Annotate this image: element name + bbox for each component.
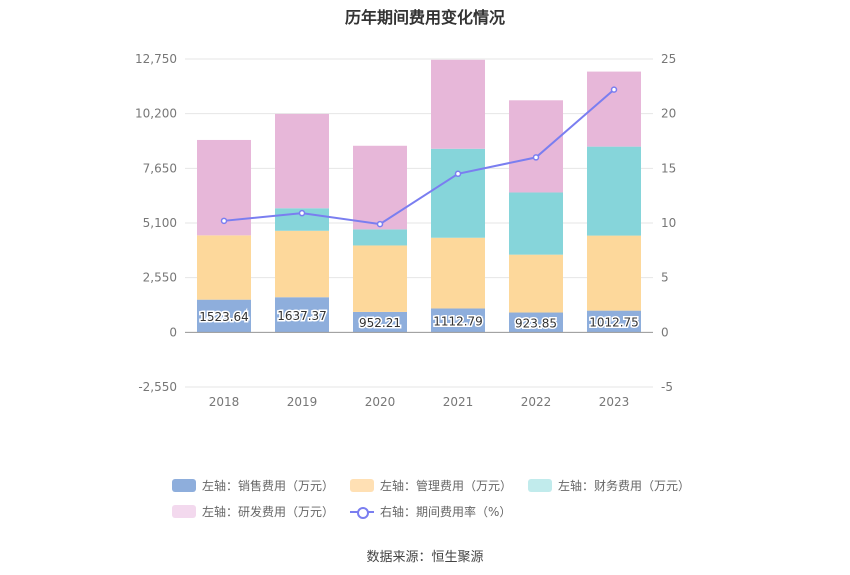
legend: 左轴：销售费用（万元） 左轴：管理费用（万元） 左轴：财务费用（万元） 左轴：研… (172, 472, 692, 524)
left-tick-label: -2,550 (138, 380, 177, 394)
legend-item-finance[interactable]: 左轴：财务费用（万元） (528, 477, 690, 494)
expense-ratio-point (376, 220, 384, 228)
left-tick-label: 7,650 (143, 161, 177, 175)
right-tick-label: 25 (661, 52, 676, 66)
legend-label-admin: 左轴：管理费用（万元） (380, 478, 513, 493)
right-tick-label: 0 (661, 325, 669, 339)
legend-item-expense-ratio[interactable]: 右轴：期间费用率（%） (350, 503, 511, 520)
expense-ratio-line (223, 88, 615, 226)
chart-plot: -2,550 0 2,550 5,100 7,650 10,200 12,750 -5 0 5 10… (135, 52, 676, 409)
bar-segment-1 (197, 299, 251, 333)
right-tick-label: 10 (661, 216, 676, 230)
bar-segment-4 (509, 100, 563, 193)
legend-label-rnd: 左轴：研发费用（万元） (202, 504, 335, 519)
bar-segment-2 (431, 237, 485, 309)
bar-data-label: 923.85 (515, 316, 557, 330)
bar-segment-1 (353, 311, 407, 333)
expense-ratio-point (220, 217, 228, 225)
legend-swatch-admin (350, 478, 375, 492)
x-tick-label: 2023 (599, 395, 630, 409)
bar-segment-4 (353, 145, 407, 230)
chart-title: 历年期间费用变化情况 (344, 8, 505, 27)
bar-segment-3 (509, 192, 563, 255)
bar-data-label: 1112.79 (433, 314, 483, 328)
bar-data-label: 1012.75 (589, 315, 639, 329)
expense-ratio-point (454, 170, 462, 178)
left-tick-label: 0 (169, 325, 177, 339)
expense-ratio-point (532, 154, 540, 161)
legend-label-finance: 左轴：财务费用（万元） (558, 478, 691, 493)
bar-segment-2 (509, 254, 563, 313)
bar-data-label: 1637.37 (277, 309, 327, 323)
bar-segment-2 (587, 235, 641, 311)
x-tick-label: 2020 (365, 395, 396, 409)
bar-segment-1 (431, 308, 485, 333)
legend-item-sales[interactable]: 左轴：销售费用（万元） (172, 477, 334, 494)
legend-line-icon (350, 505, 375, 519)
legend-label-sales: 左轴：销售费用（万元） (202, 478, 335, 493)
legend-item-rnd[interactable]: 左轴：研发费用（万元） (172, 503, 334, 520)
legend-label-expense-ratio: 右轴：期间费用率（%） (380, 504, 512, 519)
bar-segment-2 (275, 230, 329, 298)
bar-segment-3 (353, 229, 407, 246)
bar-data-label: 1523.64 (199, 310, 249, 324)
legend-swatch-rnd (172, 504, 196, 518)
bar-segment-2 (353, 245, 407, 312)
x-tick-label: 2018 (209, 395, 240, 409)
bar-segment-3 (587, 146, 641, 236)
bar-segment-4 (275, 113, 329, 209)
bar-segment-2 (197, 235, 251, 300)
right-tick-label: -5 (661, 380, 673, 394)
right-tick-label: 15 (661, 161, 676, 175)
left-tick-label: 5,100 (143, 216, 177, 230)
data-source: 数据来源：恒生聚源 (366, 550, 484, 565)
left-tick-label: 2,550 (143, 271, 177, 285)
bar-segment-4 (431, 59, 485, 149)
left-tick-label: 12,750 (135, 52, 177, 66)
expense-ratio-point (298, 209, 306, 217)
bar-segment-4 (587, 71, 641, 147)
bar-segment-3 (431, 148, 485, 238)
bar-segment-1 (587, 310, 641, 333)
bar-segment-1 (509, 312, 563, 333)
legend-swatch-sales (172, 478, 196, 492)
x-tick-label: 2022 (521, 395, 552, 409)
bar-data-label: 952.21 (359, 316, 401, 330)
x-tick-label: 2019 (287, 395, 318, 409)
right-tick-label: 20 (661, 107, 676, 121)
expense-ratio-point (610, 86, 618, 93)
x-tick-label: 2021 (443, 395, 474, 409)
right-tick-label: 5 (661, 271, 669, 285)
bar-segment-1 (275, 297, 329, 333)
legend-swatch-finance (528, 478, 553, 492)
legend-item-admin[interactable]: 左轴：管理费用（万元） (350, 477, 512, 494)
left-tick-label: 10,200 (135, 107, 177, 121)
